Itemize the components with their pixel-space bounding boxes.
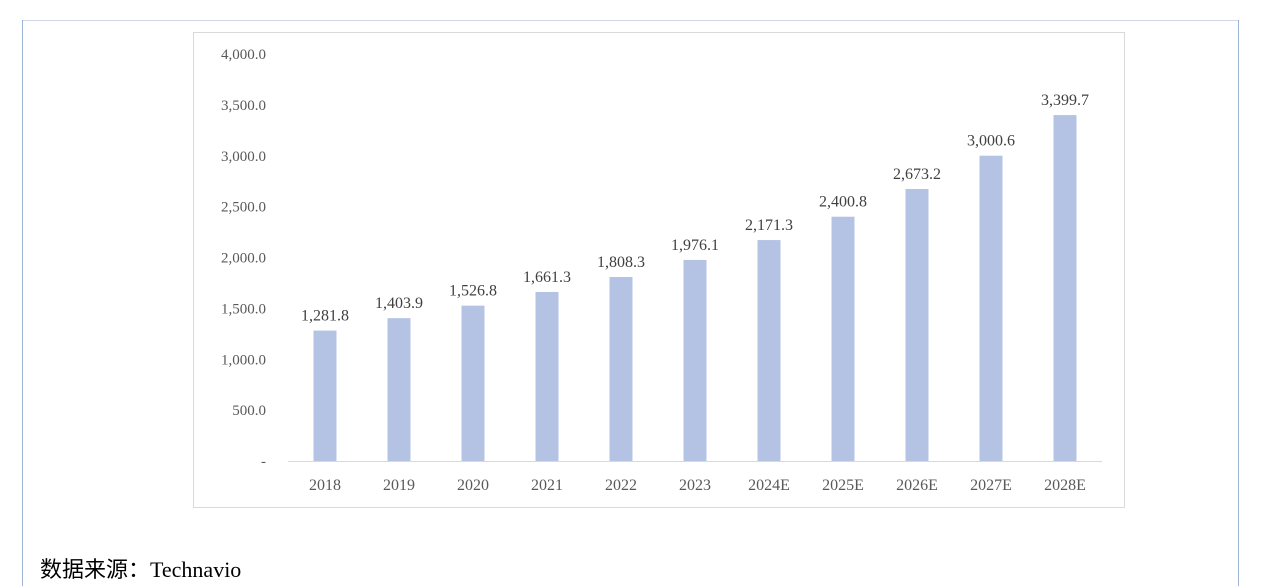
chart-area [193,32,1125,508]
y-tick-label: 2,500.0 [221,200,266,216]
x-tick-label-2024E: 2024E [748,477,790,494]
y-tick-label: 1,000.0 [221,352,266,368]
bar-2018 [313,330,337,461]
x-tick-label-2028E: 2028E [1044,477,1086,494]
bar-2026E [905,189,929,462]
data-label-2018: 1,281.8 [301,308,349,325]
data-labels: 1,281.8 1,403.9 1,526.8 1,661.3 1,808.3 1,976… [301,92,1089,324]
y-tick-label: - [261,454,266,470]
frame-left-border [22,20,23,586]
bar-2019 [387,318,411,461]
x-tick-label-2022: 2022 [605,477,637,494]
bar-2027E [979,155,1003,461]
x-tick-label-2020: 2020 [457,477,489,494]
x-tick-label-2027E: 2027E [970,477,1012,494]
data-label-2025E: 2,400.8 [819,194,867,211]
data-label-2027E: 3,000.6 [967,133,1015,150]
bar-2023 [683,259,707,461]
data-label-2023: 1,976.1 [671,237,719,254]
bars [313,115,1077,462]
data-label-2028E: 3,399.7 [1041,92,1089,109]
frame-right-border [1238,20,1239,586]
bar-2024E [757,240,781,461]
x-tick-label-2019: 2019 [383,477,415,494]
y-axis: - 500.0 1,000.0 1,500.0 2,000.0 2,500.0 3,000.… [221,47,266,470]
bar-2028E [1053,115,1077,461]
x-tick-label-2025E: 2025E [822,477,864,494]
data-label-2020: 1,526.8 [449,283,497,300]
data-label-2026E: 2,673.2 [893,166,941,183]
y-tick-label: 3,000.0 [221,149,266,165]
x-tick-label-2021: 2021 [531,477,563,494]
y-tick-label: 1,500.0 [221,301,266,317]
x-tick-label-2026E: 2026E [896,477,938,494]
data-label-2019: 1,403.9 [375,295,423,312]
data-label-2022: 1,808.3 [597,254,645,271]
y-tick-label: 2,000.0 [221,251,266,267]
frame-top-border [22,20,1238,21]
y-tick-label: 500.0 [232,403,266,419]
bar-2025E [831,216,855,461]
bar-2021 [535,291,559,461]
data-label-2021: 1,661.3 [523,269,571,286]
source-note: 数据来源：Technavio [40,557,242,582]
x-axis: 2018 2019 2020 2021 2022 2023 2024E 2025E 2026E 2… [288,461,1102,494]
y-tick-label: 3,500.0 [221,98,266,114]
y-tick-label: 4,000.0 [221,47,266,63]
bar-2022 [609,277,633,461]
x-tick-label-2023: 2023 [679,477,711,494]
bar-2020 [461,305,485,461]
x-tick-label-2018: 2018 [309,477,341,494]
data-label-2024E: 2,171.3 [745,217,793,234]
